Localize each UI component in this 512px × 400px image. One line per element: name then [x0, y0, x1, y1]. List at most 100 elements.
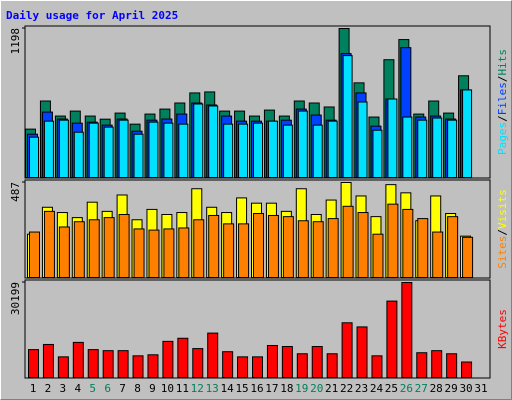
bar — [147, 354, 159, 378]
x-tick-label: 18 — [280, 382, 293, 395]
x-tick-label: 1 — [30, 382, 37, 395]
bar — [282, 124, 293, 178]
bar — [296, 353, 308, 378]
x-tick-label: 27 — [415, 382, 428, 395]
bar — [461, 361, 473, 378]
legend-separator: / — [496, 229, 509, 236]
x-tick-label: 23 — [355, 382, 368, 395]
x-tick-label: 16 — [250, 382, 263, 395]
y-tick-label: 487 — [9, 182, 22, 202]
legend: Pages/Files/Hits — [496, 49, 509, 155]
bar — [42, 343, 54, 378]
bar — [372, 129, 383, 179]
x-tick-label: 15 — [235, 382, 248, 395]
bar — [357, 101, 368, 178]
y-tick-label: 30199 — [9, 282, 22, 315]
bar — [447, 119, 458, 178]
bar — [148, 121, 159, 178]
bar — [312, 221, 324, 278]
bar — [118, 213, 130, 279]
bar — [163, 228, 175, 279]
bar — [387, 203, 399, 279]
bar — [193, 103, 204, 178]
bar — [193, 219, 205, 278]
x-tick-label: 11 — [176, 382, 189, 395]
bar — [266, 344, 278, 378]
bar — [208, 214, 220, 279]
bar — [237, 356, 249, 379]
bar — [312, 124, 323, 178]
bar — [238, 123, 249, 178]
x-tick-label: 14 — [221, 382, 235, 395]
bar — [387, 98, 398, 178]
x-tick-label: 26 — [400, 382, 413, 395]
x-tick-label: 22 — [340, 382, 353, 395]
bar — [402, 116, 413, 179]
bar — [117, 350, 129, 379]
bar — [133, 133, 144, 178]
bar — [253, 213, 264, 279]
bar — [462, 236, 474, 279]
bar — [297, 220, 309, 278]
bar — [462, 89, 473, 178]
bar — [29, 136, 39, 178]
bar — [118, 119, 129, 178]
bar — [102, 350, 114, 379]
bar — [356, 326, 368, 378]
bar — [342, 205, 354, 278]
bar — [162, 340, 174, 378]
bar — [253, 122, 263, 178]
bar — [132, 355, 144, 379]
bar — [223, 223, 235, 279]
bar — [401, 282, 413, 378]
x-tick-label: 2 — [45, 382, 52, 395]
legend-separator: / — [496, 115, 509, 122]
bar — [178, 227, 190, 279]
bar — [446, 353, 458, 378]
bar — [192, 348, 204, 378]
legend-entry: KBytes — [496, 309, 509, 349]
bar — [281, 346, 293, 379]
bar — [238, 223, 250, 279]
x-tick-label: 7 — [119, 382, 126, 395]
bar — [327, 120, 338, 179]
x-tick-label: 10 — [161, 382, 174, 395]
legend-separator: / — [496, 76, 509, 83]
bar — [58, 226, 70, 278]
bar — [222, 351, 234, 379]
bar — [57, 356, 69, 379]
legend: Sites/Visits — [496, 189, 509, 269]
bar — [386, 300, 398, 378]
bar — [72, 341, 84, 379]
x-tick-label: 29 — [445, 382, 458, 395]
bar — [133, 228, 145, 279]
x-tick-label: 3 — [60, 382, 67, 395]
y-tick-label: 1198 — [9, 28, 22, 55]
bar — [371, 355, 383, 379]
bar — [177, 337, 189, 379]
x-tick-label: 9 — [149, 382, 156, 395]
bar — [208, 105, 219, 178]
bar — [148, 229, 160, 278]
bar — [267, 214, 279, 279]
bar — [73, 131, 84, 178]
chart-title: Daily usage for April 2025 — [6, 9, 178, 22]
bar — [87, 349, 99, 378]
bar — [357, 212, 369, 278]
x-tick-label: 8 — [134, 382, 141, 395]
x-tick-label: 25 — [385, 382, 398, 395]
bar — [402, 208, 414, 279]
x-tick-label: 6 — [104, 382, 111, 395]
bar — [223, 123, 234, 178]
legend-entry: Hits — [496, 49, 509, 76]
x-tick-label: 19 — [295, 382, 308, 395]
x-tick-label: 13 — [206, 382, 219, 395]
bar — [447, 216, 459, 278]
bar — [432, 231, 444, 278]
bar — [267, 120, 278, 179]
x-tick-label: 4 — [74, 382, 81, 395]
bar — [29, 231, 40, 278]
bar — [43, 120, 54, 179]
x-tick-label: 24 — [370, 382, 384, 395]
bar — [327, 218, 339, 279]
